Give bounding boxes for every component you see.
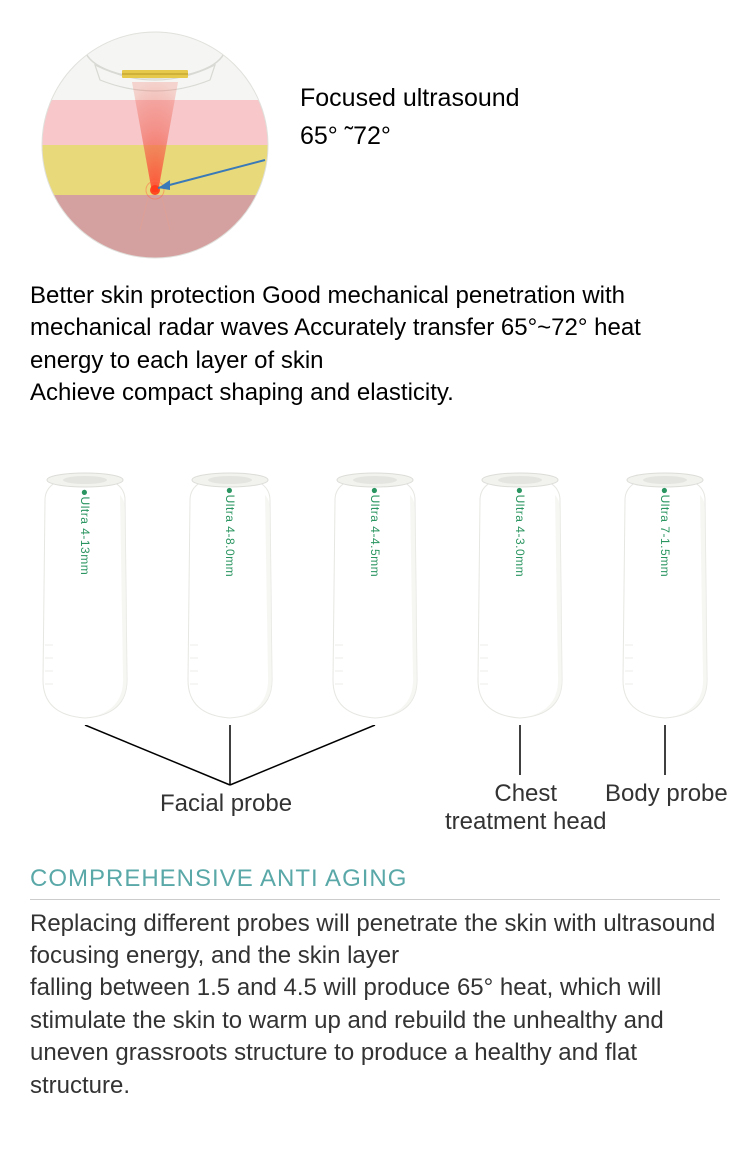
probe-1-label: ●Ultra 4-13mm (78, 488, 92, 574)
focal-point-icon (150, 185, 160, 195)
probe-3: ●Ultra 4-4.5mm (315, 470, 435, 720)
probe-5-label: ●Ultra 7-1.5mm (658, 486, 672, 576)
probe-2: ●Ultra 4-8.0mm (170, 470, 290, 720)
probe-2-label: ●Ultra 4-8.0mm (223, 486, 237, 576)
probe-3-label: ●Ultra 4-4.5mm (368, 486, 382, 576)
probe-1: ●Ultra 4-13mm (25, 470, 145, 720)
skin-layer-3 (40, 195, 270, 260)
diagram-temp-range: 65° ˜72° (300, 118, 520, 156)
diagram-title: Focused ultrasound (300, 80, 520, 118)
probe-4-label: ●Ultra 4-3.0mm (513, 486, 527, 576)
probes-row: ●Ultra 4-13mm ●Ultra 4-8.0mm ●Ultra 4-4.… (0, 410, 750, 720)
probe-5: ●Ultra 7-1.5mm (605, 470, 725, 720)
body-probe-label: Body probe (605, 780, 728, 808)
probe-4: ●Ultra 4-3.0mm (460, 470, 580, 720)
facial-probe-label: Facial probe (160, 790, 292, 818)
section-title: COMPREHENSIVE ANTI AGING (0, 855, 750, 893)
description-text: Better skin protection Good mechanical p… (0, 260, 750, 410)
divider (30, 899, 720, 900)
chest-probe-label: Chesttreatment head (445, 780, 606, 838)
bottom-description: Replacing different probes will penetrat… (0, 908, 750, 1102)
ultrasound-diagram (40, 30, 270, 260)
